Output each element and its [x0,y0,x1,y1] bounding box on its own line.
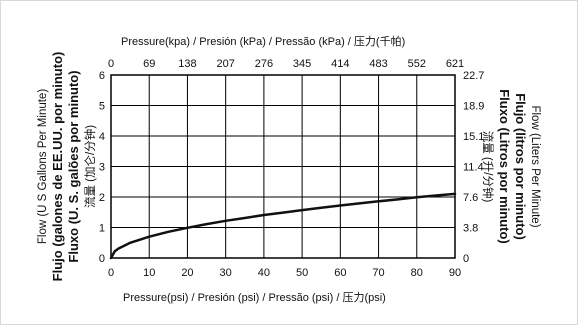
data-point [339,204,341,207]
y-left-axis-title: Fluxo (U. S. galões por minuto) [66,70,81,262]
y-left-tick-label: 5 [99,101,105,113]
y-left-tick-label: 1 [99,223,105,235]
y-right-axis-title: 流量 (升/分钟) [481,131,495,203]
left-tick-labels: 0 1 2 3 4 5 6 [99,70,105,265]
y-right-tick-label: 18.9 [463,101,484,113]
data-point [320,207,322,209]
y-left-tick-label: 4 [99,131,105,143]
y-left-axis-title: 流量 (加仑/分钟) [83,125,97,208]
data-point [282,211,284,214]
x-bottom-tick-label: 70 [372,267,384,279]
x-top-tick-label: 414 [331,58,349,70]
x-bottom-tick-label: 80 [411,267,423,279]
x-top-tick-label: 207 [216,58,234,70]
plot-frame [110,74,456,259]
x-bottom-axis-title: Pressure(psi) / Presión (psi) / Pressão … [123,291,386,304]
right-tick-labels: 0 3.8 7.6 11.4 15.1 18.9 22.7 [463,70,484,265]
y-left-axis-title: Flow (U S Gallons Per Minute) [37,89,49,244]
x-bottom-tick-label: 10 [143,267,155,279]
data-point [186,227,189,229]
x-bottom-tick-label: 30 [220,267,232,279]
x-bottom-tick-label: 40 [258,267,270,279]
grid-lines [111,75,455,258]
data-point [377,200,380,202]
data-point [244,217,246,219]
x-bottom-tick-label: 90 [449,267,461,279]
y-right-tick-label: 0 [463,253,469,265]
data-point [129,242,131,244]
data-point [263,214,265,216]
data-point [118,247,120,250]
y-right-axis-title: Fluxo (Litros por minuto) [497,89,512,244]
x-top-tick-label: 138 [178,58,196,70]
x-top-tick-label: 276 [255,58,273,70]
y-left-tick-label: 6 [99,70,105,82]
y-right-axis-titles: Flow (Liters Per Minute)Flujo (litros po… [481,89,541,244]
y-left-tick-label: 2 [99,192,105,204]
x-top-tick-label: 0 [108,58,114,70]
data-point [416,196,418,198]
y-right-tick-label: 15.1 [463,131,484,143]
series-layer [109,192,457,260]
data-point [225,220,227,222]
data-point [114,250,116,252]
y-right-axis-title: Flujo (litros por minuto) [513,93,528,240]
y-left-axis-titles: Flow (U S Gallons Per Minute) Flujo (galo… [37,52,97,282]
data-point [454,193,456,195]
bottom-tick-labels: 0 10 20 30 40 50 60 70 80 90 [108,267,461,279]
y-right-axis-title: Flow (Liters Per Minute) [529,105,541,227]
y-left-tick-label: 3 [99,162,105,174]
x-top-tick-label: 345 [293,58,311,70]
data-point [435,194,437,197]
x-top-tick-label: 552 [408,58,426,70]
x-top-tick-label: 621 [446,58,464,70]
x-bottom-tick-label: 50 [296,267,308,279]
top-tick-labels: 0 69 138 207 276 345 414 483 552 621 [108,58,464,70]
y-right-tick-label: 11.4 [463,162,484,174]
y-left-tick-label: 0 [99,253,105,265]
x-top-axis-title: Pressure(kpa) / Presión (kPa) / Pressão … [121,34,405,48]
data-point [148,236,150,238]
data-point [167,231,169,233]
data-point [205,223,208,225]
x-top-tick-label: 483 [369,58,387,70]
y-right-tick-label: 3.8 [463,223,478,235]
x-bottom-tick-label: 0 [108,267,114,279]
data-point [301,209,303,211]
data-point [358,202,361,205]
x-bottom-tick-label: 60 [334,267,346,279]
y-right-tick-label: 22.7 [463,70,484,82]
y-left-axis-title: Flujo (galones de EE.UU. por minuto) [50,52,65,282]
y-right-tick-label: 7.6 [463,192,478,204]
data-point [397,198,399,201]
x-top-tick-label: 69 [143,58,155,70]
x-bottom-tick-label: 20 [181,267,193,279]
data-point [110,257,112,259]
